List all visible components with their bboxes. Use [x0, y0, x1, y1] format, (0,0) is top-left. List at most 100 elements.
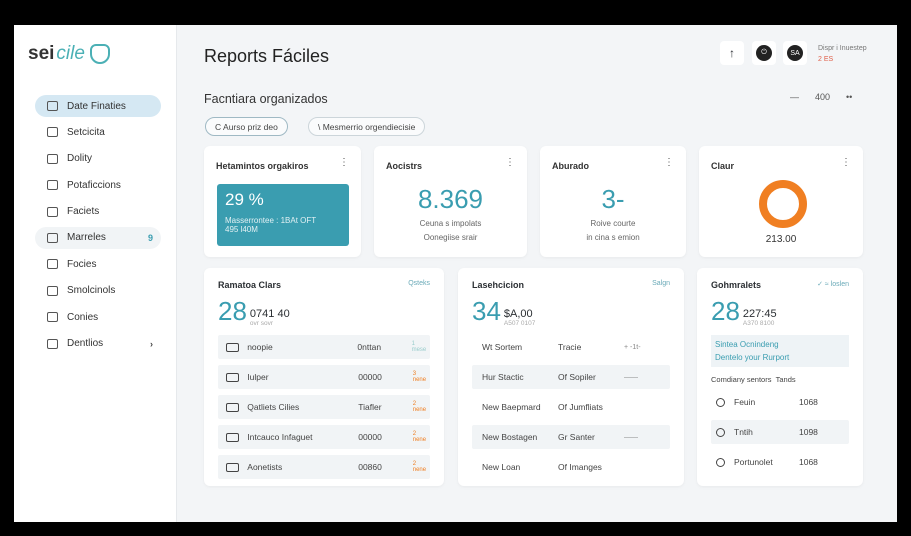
list-item[interactable]: Wt Sortem Tracie + -1t- — [472, 335, 670, 359]
sidebar-item-label: Marreles — [67, 232, 106, 244]
filter-chip[interactable]: C Aurso priz deo — [205, 117, 288, 136]
sidebar-item[interactable]: Potaficcions — [35, 174, 161, 196]
item-value: Of Imanges — [558, 462, 602, 472]
item-name: New Baepmard — [482, 402, 541, 412]
more-menu-icon[interactable]: ⋮ — [841, 157, 851, 168]
item-value: Gr Santer — [558, 432, 595, 442]
item-name: Wt Sortem — [482, 342, 523, 352]
sidebar-item-label: Smolcinols — [67, 285, 116, 297]
sidebar-item[interactable]: Focies — [35, 253, 161, 275]
home-icon — [47, 127, 58, 138]
more-menu-icon[interactable]: ⋮ — [339, 157, 349, 168]
list-item[interactable]: Qatliets Cilies Tiafler 2 nene — [218, 395, 430, 419]
item-name: New Loan — [482, 462, 521, 472]
avatar[interactable]: SA — [783, 41, 807, 65]
item-value: 00860 — [358, 462, 382, 472]
clipboard-icon — [47, 285, 58, 296]
column-header: Tands — [775, 375, 796, 384]
kpi-detail: in cina s emion — [586, 233, 640, 242]
filter-chip[interactable]: \ Mesmerrio orgendiecisie — [308, 117, 426, 136]
main-content: Reports Fáciles ↑ ⏻ SA Dispr i Inuestep 2… — [177, 25, 897, 522]
logo-text: sei — [28, 43, 55, 64]
donut-chart — [759, 180, 807, 228]
sidebar-item[interactable]: Faciets — [35, 201, 161, 223]
more-button[interactable]: •• — [846, 92, 853, 102]
item-value: 0nttan — [357, 342, 382, 352]
more-menu-icon[interactable]: ⋮ — [505, 157, 515, 168]
device-icon — [226, 432, 240, 442]
sidebar-item-label: Conies — [67, 311, 99, 323]
item-name: Aonetists — [247, 462, 283, 472]
item-status: 2 nene — [412, 461, 427, 473]
power-button[interactable]: ⏻ — [752, 41, 776, 65]
avatar-icon: SA — [787, 45, 803, 61]
panel-number: $A,00 — [503, 308, 533, 320]
arrow-up-icon: ↑ — [729, 46, 735, 60]
donut-value: 213.00 — [765, 234, 797, 245]
list-item[interactable]: noopie 0nttan 1 mese — [218, 335, 430, 359]
list-item[interactable]: Feuin 1068 — [711, 390, 849, 414]
list-item[interactable]: Portunolet 1068 — [711, 450, 849, 474]
sidebar-item[interactable]: Smolcinols — [35, 280, 161, 302]
list-item[interactable]: Hur Stactic Of Sopiler —— — [472, 365, 670, 389]
panel-big-number: 34 — [472, 296, 501, 326]
calendar-icon — [47, 153, 58, 164]
kpi-detail: Ceuna s impolats — [419, 219, 482, 228]
panel-action[interactable]: Qsteks — [408, 280, 430, 287]
chevron-right-icon[interactable]: › — [150, 338, 153, 349]
device-icon — [226, 342, 240, 352]
card-title: Aocistrs — [386, 161, 423, 171]
list-item[interactable]: New Baepmard Of Jumfliats — [472, 395, 670, 419]
item-status: 2 nene — [412, 401, 427, 413]
power-icon: ⏻ — [756, 45, 772, 61]
logo: sei cile — [28, 43, 176, 65]
chat-icon — [716, 457, 725, 467]
item-name: noopie — [247, 342, 273, 352]
sidebar-nav: Date Finaties Setcicita Dolity Potaficcions… — [14, 95, 176, 355]
panel-action[interactable]: Salgn — [652, 280, 670, 287]
report-note[interactable]: Sintea Ocnindeng Dentelo your Rurport — [711, 335, 849, 367]
item-name: Iulper — [247, 372, 269, 382]
list-item[interactable]: New Bostagen Gr Santer —— — [472, 425, 670, 449]
note-line: Dentelo your Rurport — [715, 353, 790, 362]
list-item[interactable]: Intcauco Infaguet 00000 2 nene — [218, 425, 430, 449]
device-icon — [226, 462, 240, 472]
user-info[interactable]: Dispr i Inuestep 2 ES — [818, 43, 867, 65]
item-value: 1068 — [799, 457, 818, 467]
sidebar-item[interactable]: Dentlios › — [35, 333, 161, 355]
kpi-card: Claur ⋮ 213.00 — [699, 146, 863, 257]
item-status: 2 nene — [412, 431, 427, 443]
item-status: 1 mese — [411, 341, 427, 353]
list-item[interactable]: Tntih 1098 — [711, 420, 849, 444]
sidebar-item[interactable]: Date Finaties — [35, 95, 161, 117]
sidebar-item[interactable]: Setcicita — [35, 121, 161, 143]
list-item[interactable]: Aonetists 00860 2 nene — [218, 455, 430, 479]
item-value: 1068 — [799, 397, 818, 407]
list-item[interactable]: Iulper 00000 3 nene — [218, 365, 430, 389]
device-icon — [226, 372, 240, 382]
report-icon — [47, 180, 58, 191]
sidebar-item[interactable]: Dolity — [35, 148, 161, 170]
panel-big-number: 28 — [218, 296, 247, 326]
upload-button[interactable]: ↑ — [720, 41, 744, 65]
zoom-out-button[interactable]: — — [790, 92, 799, 102]
item-trend: + -1t- — [624, 343, 641, 351]
item-trend: —— — [624, 373, 638, 381]
user-name: Dispr i Inuestep — [818, 45, 867, 52]
item-value: 00000 — [358, 432, 382, 442]
item-value: Of Sopiler — [558, 372, 596, 382]
note-line: Sintea Ocnindeng — [715, 340, 779, 349]
sidebar-item-label: Dolity — [67, 153, 93, 165]
kpi-value: 3- — [601, 184, 625, 214]
kpi-detail: Oonegiise srair — [423, 233, 478, 242]
item-name: Feuin — [734, 397, 756, 407]
chat-icon — [716, 397, 725, 407]
list-item[interactable]: New Loan Of Imanges — [472, 455, 670, 479]
page-title: Reports Fáciles — [204, 46, 330, 66]
panel-action[interactable]: ✓ ≈ loslen — [817, 281, 849, 288]
more-menu-icon[interactable]: ⋮ — [664, 157, 674, 168]
sidebar-item[interactable]: Marreles 9 — [35, 226, 161, 249]
sidebar-item[interactable]: Conies — [35, 306, 161, 328]
chat-icon — [716, 427, 725, 437]
panel-title: Gohmralets — [711, 280, 762, 290]
